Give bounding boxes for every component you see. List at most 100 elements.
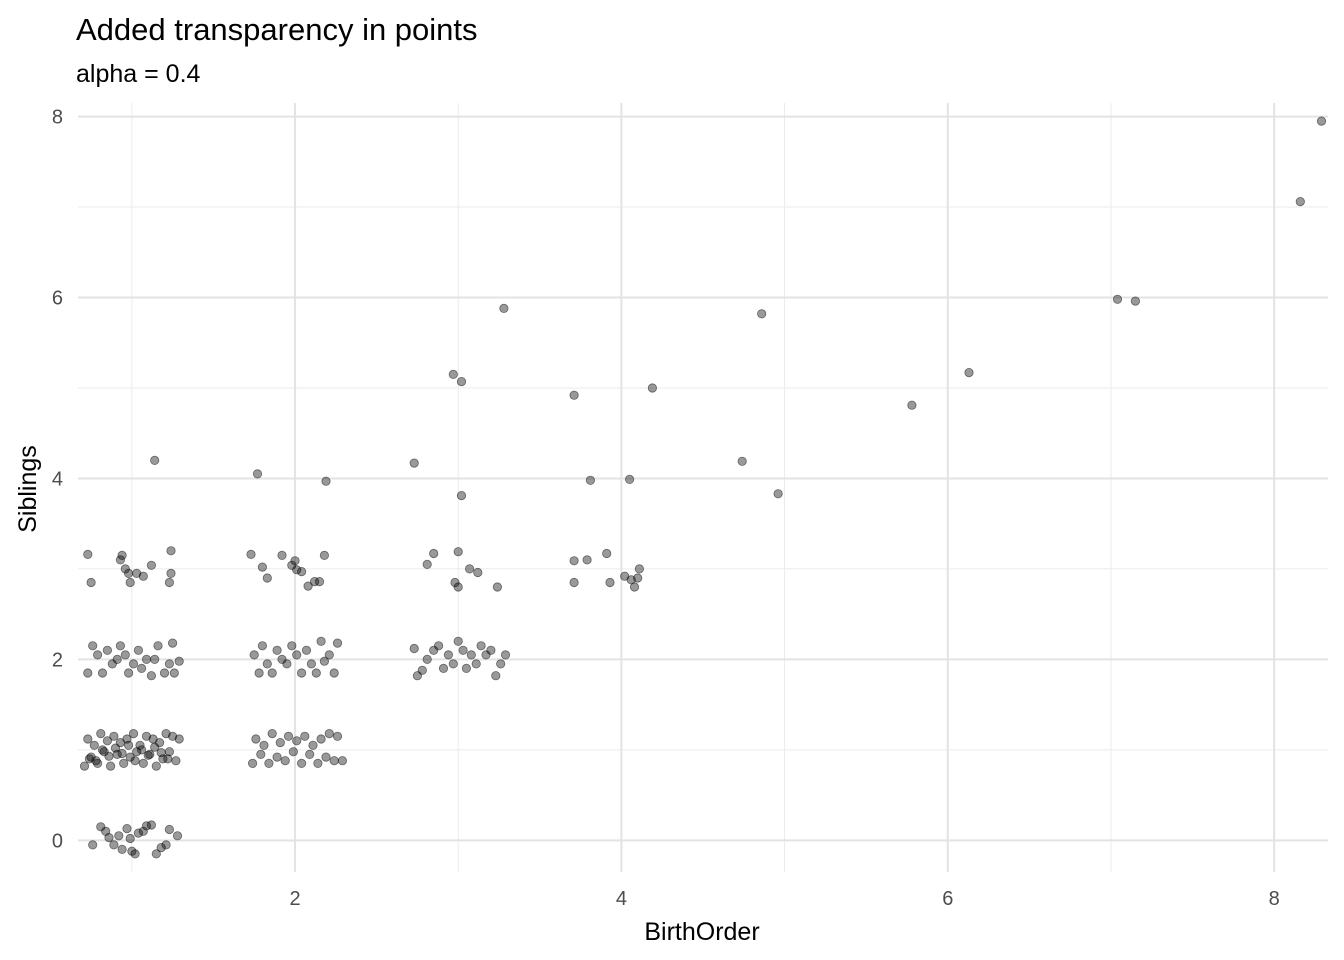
data-point bbox=[492, 582, 502, 592]
data-point bbox=[259, 740, 269, 750]
data-point bbox=[486, 645, 496, 655]
data-point bbox=[96, 728, 106, 739]
chart-subtitle: alpha = 0.4 bbox=[76, 60, 201, 88]
data-points bbox=[79, 116, 1327, 859]
data-point bbox=[128, 659, 139, 669]
data-point bbox=[773, 489, 783, 499]
data-point bbox=[256, 749, 266, 760]
data-point bbox=[300, 731, 310, 741]
data-point bbox=[296, 758, 307, 769]
data-point bbox=[582, 555, 592, 565]
data-point bbox=[252, 469, 263, 479]
x-tick-label: 8 bbox=[1269, 888, 1280, 910]
data-point bbox=[453, 547, 463, 557]
data-point bbox=[141, 654, 152, 665]
data-point bbox=[500, 650, 511, 660]
data-point bbox=[146, 671, 156, 681]
data-point bbox=[476, 641, 486, 651]
data-point bbox=[138, 826, 148, 836]
data-point bbox=[106, 761, 116, 771]
data-point bbox=[629, 582, 640, 592]
data-point bbox=[164, 824, 174, 835]
data-point bbox=[251, 734, 261, 744]
data-point bbox=[1316, 116, 1327, 126]
data-point bbox=[133, 828, 143, 838]
data-point bbox=[124, 668, 134, 678]
data-point bbox=[119, 758, 129, 769]
data-point bbox=[156, 842, 166, 853]
data-point bbox=[128, 728, 139, 739]
data-point bbox=[146, 820, 156, 830]
data-point bbox=[461, 663, 471, 674]
data-point bbox=[262, 659, 272, 669]
data-point bbox=[308, 740, 318, 750]
data-point bbox=[143, 750, 153, 760]
data-point bbox=[120, 650, 130, 660]
data-point bbox=[450, 577, 460, 588]
data-point bbox=[257, 641, 267, 651]
data-point bbox=[138, 758, 148, 769]
minor-gridlines bbox=[78, 103, 1328, 872]
data-point bbox=[83, 668, 93, 678]
data-point bbox=[422, 559, 432, 570]
data-point bbox=[282, 659, 292, 669]
data-point bbox=[337, 756, 347, 766]
data-point bbox=[174, 656, 184, 666]
data-point bbox=[130, 756, 140, 766]
data-point bbox=[321, 476, 331, 486]
data-point bbox=[314, 576, 325, 587]
data-point bbox=[458, 645, 468, 655]
data-point bbox=[633, 573, 643, 583]
chart-title: Added transparency in points bbox=[76, 12, 478, 47]
data-point bbox=[133, 645, 143, 655]
data-point bbox=[417, 665, 427, 675]
data-point bbox=[115, 641, 126, 651]
data-point bbox=[292, 650, 302, 660]
data-point bbox=[257, 562, 267, 572]
data-point bbox=[93, 758, 103, 769]
data-point bbox=[569, 556, 579, 566]
y-tick-label: 2 bbox=[52, 649, 63, 671]
data-point bbox=[757, 309, 767, 319]
data-point bbox=[277, 550, 287, 561]
data-point bbox=[448, 659, 458, 669]
data-point bbox=[104, 751, 114, 761]
data-point bbox=[491, 671, 501, 681]
data-point bbox=[272, 645, 282, 655]
data-point bbox=[605, 577, 615, 588]
data-point bbox=[280, 756, 290, 766]
data-point bbox=[737, 456, 747, 466]
data-point bbox=[264, 758, 274, 769]
data-point bbox=[481, 650, 491, 660]
data-point bbox=[102, 645, 113, 655]
data-point bbox=[159, 668, 170, 678]
data-point bbox=[254, 668, 264, 678]
y-tick-label: 4 bbox=[52, 468, 63, 490]
x-tick-label: 4 bbox=[616, 888, 627, 910]
data-point bbox=[97, 668, 108, 678]
data-point bbox=[319, 656, 329, 666]
y-tick-label: 6 bbox=[52, 288, 63, 310]
data-point bbox=[329, 668, 339, 678]
data-point bbox=[496, 659, 506, 669]
data-point bbox=[166, 568, 176, 579]
data-point bbox=[471, 659, 481, 669]
data-point bbox=[287, 641, 297, 651]
data-point bbox=[319, 550, 329, 561]
data-point bbox=[246, 549, 256, 560]
data-point bbox=[499, 303, 509, 313]
data-point bbox=[164, 659, 174, 669]
data-point bbox=[569, 390, 579, 400]
data-point bbox=[1130, 296, 1141, 306]
data-point bbox=[433, 641, 444, 651]
data-point bbox=[272, 752, 282, 762]
data-point bbox=[114, 831, 124, 841]
x-tick-label: 2 bbox=[289, 888, 300, 910]
data-point bbox=[311, 668, 321, 678]
data-point bbox=[125, 833, 135, 844]
data-point bbox=[117, 550, 127, 561]
y-tick-labels: 0 2 4 6 8 bbox=[52, 107, 63, 853]
data-point bbox=[86, 577, 96, 588]
data-point bbox=[292, 565, 302, 575]
